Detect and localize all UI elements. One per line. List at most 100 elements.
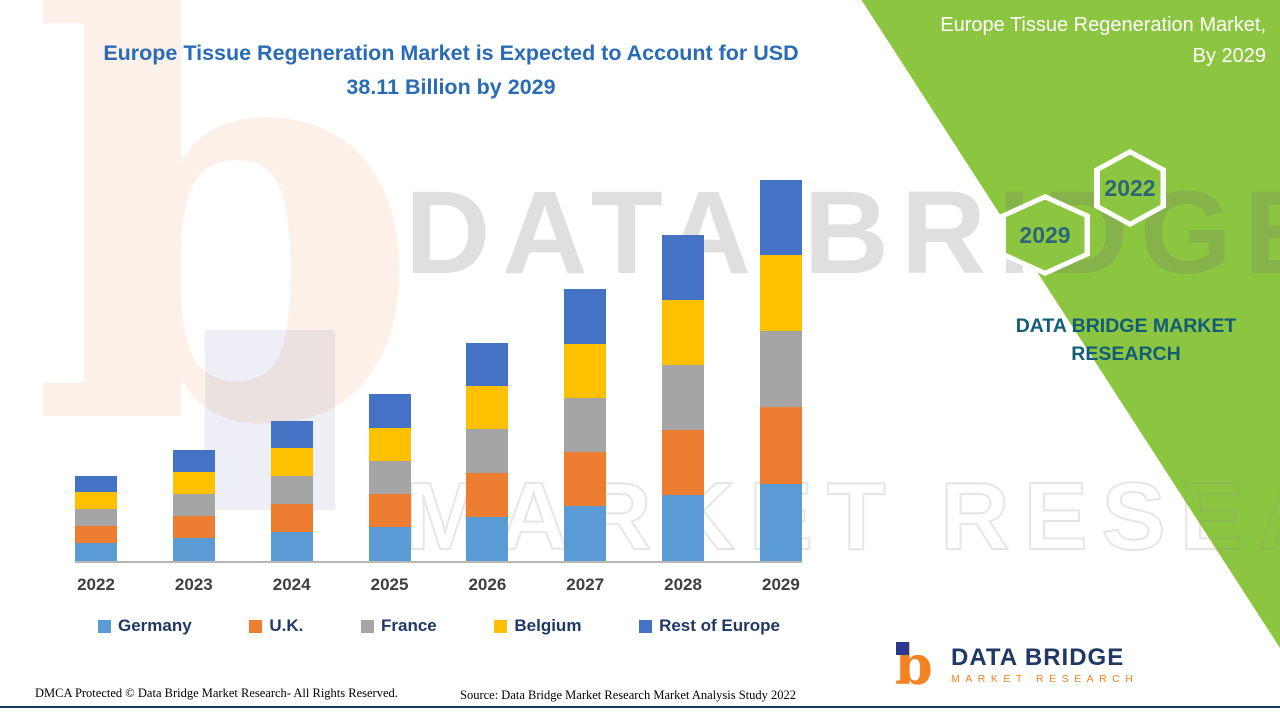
bar-segment-u-k--2027 [564, 452, 607, 506]
hexagon-year-label: 2022 [1099, 154, 1161, 222]
bar-segment-belgium-2023 [172, 472, 215, 494]
legend-item-germany: Germany [98, 616, 192, 636]
bar-segment-u-k--2024 [270, 504, 313, 532]
bar-segment-u-k--2026 [466, 473, 509, 517]
bar-segment-rest-of-europe-2022 [75, 476, 117, 492]
bar-segment-rest-of-europe-2025 [368, 394, 411, 428]
logo-name: DATA BRIDGE [951, 643, 1125, 671]
bar-2028 [662, 235, 705, 561]
bar-segment-belgium-2029 [759, 255, 802, 331]
data-bridge-logo: b DATA BRIDGE MARKET RESEARCH [895, 636, 1138, 694]
legend-item-u-k-: U.K. [249, 616, 303, 636]
bar-2026 [466, 343, 509, 561]
brand-text: DATA BRIDGE MARKET RESEARCH [1000, 312, 1252, 369]
side-panel-heading: Europe Tissue Regeneration Market, By 20… [846, 10, 1266, 72]
hexagon-outline: 2022 [1094, 149, 1166, 227]
x-axis-labels: 2022 2023 2024 2025 2026 2027 2028 2029 [75, 575, 802, 595]
page-title: Europe Tissue Regeneration Market is Exp… [85, 36, 817, 105]
legend-item-france: France [360, 616, 437, 636]
legend-swatch-icon [249, 619, 263, 633]
stacked-bar-chart [75, 180, 802, 563]
footer-divider-line [0, 706, 1280, 708]
bar-segment-france-2023 [172, 494, 215, 516]
bar-segment-belgium-2024 [270, 448, 313, 476]
x-label-2029: 2029 [761, 575, 800, 594]
bar-segment-u-k--2029 [759, 407, 802, 484]
bar-segment-france-2022 [75, 509, 117, 526]
hexagon-badge-2029: 2029 [1000, 194, 1090, 276]
bar-segment-germany-2026 [466, 517, 509, 561]
bar-segment-germany-2027 [564, 506, 607, 561]
hexagon-outline: 2029 [1000, 194, 1090, 276]
bar-segment-rest-of-europe-2028 [662, 235, 705, 300]
logo-blue-square [896, 642, 909, 655]
legend-label: Germany [118, 616, 192, 635]
bar-segment-belgium-2027 [564, 344, 607, 398]
x-label-2023: 2023 [174, 575, 213, 594]
legend-swatch-icon [494, 619, 508, 633]
bar-2022 [75, 476, 117, 561]
bar-segment-germany-2028 [662, 495, 705, 561]
bar-segment-france-2029 [759, 331, 802, 407]
x-label-2024: 2024 [272, 575, 311, 594]
page-title-line1: Europe Tissue Regeneration Market is Exp… [103, 41, 799, 65]
bar-segment-germany-2023 [172, 538, 215, 561]
bar-2025 [368, 394, 411, 561]
bar-segment-rest-of-europe-2024 [270, 421, 313, 448]
bar-segment-germany-2029 [759, 484, 802, 561]
x-label-2028: 2028 [664, 575, 702, 594]
bar-2027 [564, 289, 607, 561]
bar-segment-belgium-2022 [75, 492, 117, 509]
legend-label: France [380, 616, 437, 635]
x-label-2025: 2025 [370, 575, 409, 594]
bar-segment-belgium-2026 [466, 386, 509, 429]
side-panel-heading-line1: Europe Tissue Regeneration Market, [940, 14, 1266, 36]
bar-2029 [759, 180, 802, 561]
hexagon-year-label: 2029 [1005, 199, 1085, 271]
bar-segment-belgium-2028 [662, 300, 705, 365]
watermark-blue-square [205, 330, 335, 510]
brand-text-line2: RESEARCH [1071, 343, 1181, 366]
bar-2023 [172, 450, 215, 561]
footer-source-text: Source: Data Bridge Market Research Mark… [460, 688, 797, 702]
x-label-2027: 2027 [566, 575, 605, 594]
legend-item-rest-of-europe: Rest of Europe [639, 616, 780, 636]
side-panel-heading-line2: By 2029 [1192, 45, 1266, 67]
bar-segment-u-k--2023 [172, 516, 215, 538]
legend-swatch-icon [360, 619, 374, 633]
bar-segment-france-2027 [564, 398, 607, 452]
bar-segment-germany-2022 [75, 543, 117, 561]
watermark-b-logo: b [30, 0, 422, 549]
page-title-line2: 38.11 Billion by 2029 [346, 75, 556, 100]
bar-segment-rest-of-europe-2026 [466, 343, 509, 386]
x-label-2026: 2026 [468, 575, 507, 594]
bar-segment-rest-of-europe-2029 [759, 180, 802, 255]
bar-segment-u-k--2028 [662, 430, 705, 495]
legend-swatch-icon [639, 619, 653, 633]
hexagon-badge-2022: 2022 [1094, 149, 1166, 227]
bar-segment-u-k--2022 [75, 526, 117, 543]
legend-label: Belgium [514, 616, 582, 635]
bar-segment-france-2026 [466, 429, 509, 473]
bar-segment-france-2024 [270, 476, 313, 504]
bar-segment-belgium-2025 [368, 428, 411, 461]
logo-subtitle: MARKET RESEARCH [951, 673, 1139, 686]
legend-swatch-icon [98, 619, 111, 633]
bar-segment-france-2028 [662, 365, 705, 430]
bar-segment-u-k--2025 [368, 494, 411, 527]
brand-text-line1: DATA BRIDGE MARKET [1015, 315, 1237, 337]
bar-segment-rest-of-europe-2027 [564, 289, 607, 344]
bar-2024 [270, 421, 313, 561]
legend-label: Rest of Europe [659, 616, 780, 635]
watermark-market-research-text: MARKET RESEARCH [404, 462, 1280, 571]
legend-label: U.K. [269, 616, 304, 635]
bar-segment-france-2025 [368, 461, 411, 494]
bar-segment-germany-2025 [368, 527, 411, 561]
logo-text: DATA BRIDGE MARKET RESEARCH [951, 643, 1139, 686]
data-bridge-logo-icon: b [895, 636, 941, 694]
legend-item-belgium: Belgium [494, 616, 581, 636]
chart-legend: Germany U.K. France Belgium Rest of Europe [98, 616, 780, 636]
x-label-2022: 2022 [77, 575, 115, 594]
bar-segment-rest-of-europe-2023 [172, 450, 215, 472]
